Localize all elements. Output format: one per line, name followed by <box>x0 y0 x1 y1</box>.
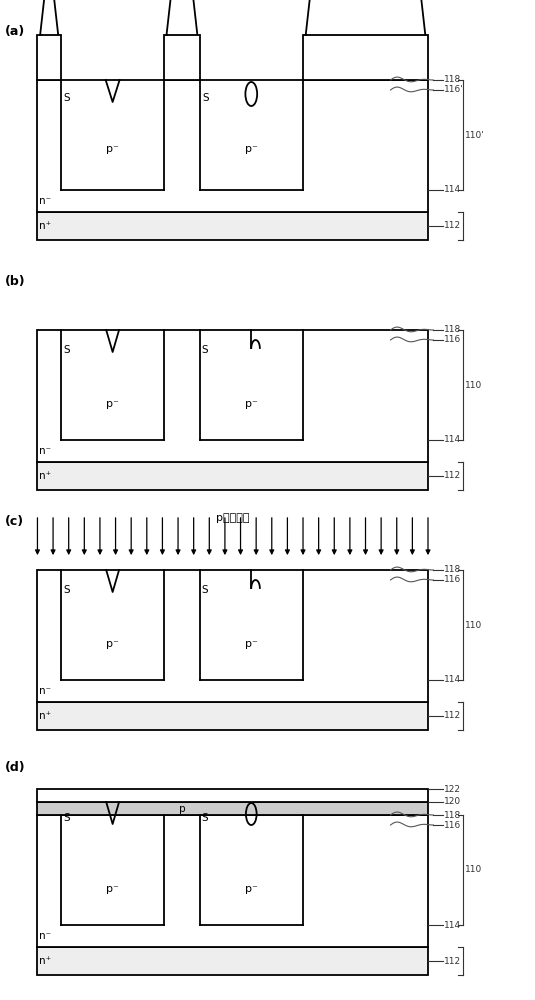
Text: (c): (c) <box>5 516 25 528</box>
Text: (b): (b) <box>5 275 26 288</box>
Text: p型掺杂物: p型掺杂物 <box>216 513 249 523</box>
Bar <box>37 815 428 947</box>
Bar <box>37 802 428 815</box>
Polygon shape <box>305 0 425 35</box>
Text: 116': 116' <box>444 86 464 95</box>
Text: 116: 116 <box>444 336 461 344</box>
Bar <box>37 330 428 462</box>
Text: n⁻: n⁻ <box>39 446 51 456</box>
Text: 114: 114 <box>444 920 461 930</box>
Text: S: S <box>63 345 70 355</box>
Text: 110: 110 <box>465 380 483 389</box>
Bar <box>37 462 428 490</box>
Text: p⁻: p⁻ <box>245 884 258 894</box>
Text: S: S <box>63 585 70 595</box>
Text: p: p <box>179 804 185 814</box>
Text: 114: 114 <box>444 186 461 194</box>
Text: 120: 120 <box>444 798 461 806</box>
Text: 112: 112 <box>444 956 461 966</box>
Text: S: S <box>202 813 208 823</box>
Text: p⁻: p⁻ <box>106 399 119 409</box>
Text: n⁻: n⁻ <box>39 931 51 941</box>
Text: S: S <box>202 345 208 355</box>
Text: p⁻: p⁻ <box>106 884 119 894</box>
Text: n⁺: n⁺ <box>39 711 51 721</box>
Bar <box>303 35 428 80</box>
Text: n⁺: n⁺ <box>39 221 51 231</box>
Text: p⁻: p⁻ <box>106 639 119 649</box>
Text: n⁻: n⁻ <box>39 196 51 206</box>
Text: 116: 116 <box>444 575 461 584</box>
Text: (d): (d) <box>5 761 26 774</box>
Bar <box>37 570 428 702</box>
Polygon shape <box>166 0 197 35</box>
Text: 118: 118 <box>444 76 461 85</box>
Bar <box>37 35 61 80</box>
Text: p⁻: p⁻ <box>245 399 258 409</box>
Text: 110': 110' <box>465 130 485 139</box>
Text: S: S <box>202 585 208 595</box>
Text: 118: 118 <box>444 326 461 334</box>
Text: 112: 112 <box>444 472 461 481</box>
Text: (a): (a) <box>5 25 26 38</box>
Text: n⁺: n⁺ <box>39 956 51 966</box>
Bar <box>37 947 428 975</box>
Text: p⁻: p⁻ <box>245 144 258 154</box>
Text: S: S <box>63 813 70 823</box>
Bar <box>164 35 200 80</box>
Text: 118: 118 <box>444 565 461 574</box>
Text: 118: 118 <box>444 810 461 820</box>
Bar <box>37 80 428 212</box>
Text: n⁺: n⁺ <box>39 471 51 481</box>
Polygon shape <box>40 0 58 35</box>
Text: n⁻: n⁻ <box>39 686 51 696</box>
Text: p⁻: p⁻ <box>106 144 119 154</box>
Bar <box>37 212 428 240</box>
Text: 112: 112 <box>444 711 461 720</box>
Text: 114: 114 <box>444 436 461 444</box>
Text: 110: 110 <box>465 865 483 874</box>
Text: 122: 122 <box>444 784 461 794</box>
Text: 112: 112 <box>444 222 461 231</box>
Text: 110: 110 <box>465 620 483 630</box>
Text: p⁻: p⁻ <box>245 639 258 649</box>
Text: 114: 114 <box>444 676 461 684</box>
Bar <box>37 702 428 730</box>
Text: S: S <box>202 93 209 103</box>
Text: S: S <box>64 93 70 103</box>
Text: 116: 116 <box>444 820 461 830</box>
Bar <box>37 789 428 802</box>
